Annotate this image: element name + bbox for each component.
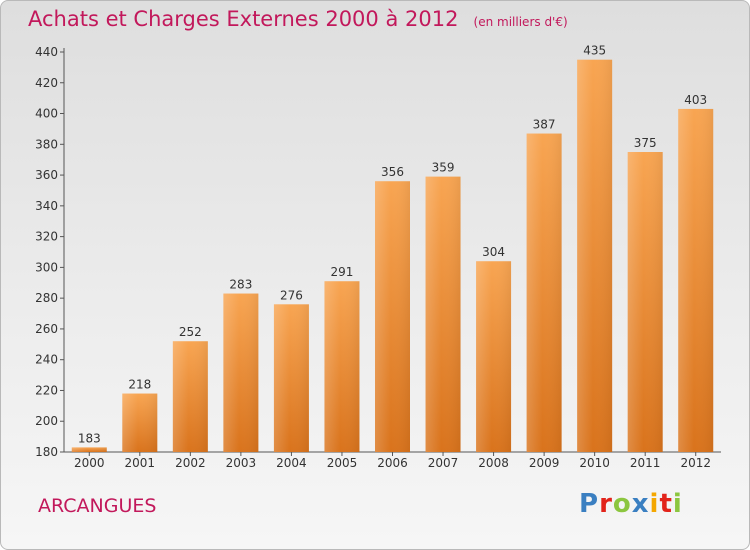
logo-letter: i xyxy=(649,489,660,519)
chart-title-unit: (en milliers d'€) xyxy=(473,15,568,29)
y-tick-label: 420 xyxy=(35,76,58,90)
y-tick-label: 280 xyxy=(35,291,58,305)
x-tick-label: 2000 xyxy=(74,456,105,470)
bar-shine xyxy=(324,281,360,452)
x-tick-label: 2009 xyxy=(529,456,560,470)
logo-letter: P xyxy=(579,489,600,519)
bar-shine xyxy=(425,176,461,452)
y-tick-label: 400 xyxy=(35,107,58,121)
value-label: 359 xyxy=(432,161,455,175)
y-tick-label: 180 xyxy=(35,445,58,459)
x-tick-label: 2001 xyxy=(125,456,156,470)
y-tick-label: 340 xyxy=(35,199,58,213)
bar-shine xyxy=(627,152,663,452)
x-tick-label: 2007 xyxy=(428,456,459,470)
y-tick-label: 200 xyxy=(35,414,58,428)
x-tick-label: 2005 xyxy=(327,456,358,470)
logo-letter: t xyxy=(659,489,673,519)
bar-shine xyxy=(375,181,410,452)
bar-shine xyxy=(678,108,714,452)
bar-shine xyxy=(122,393,158,452)
x-tick-label: 2010 xyxy=(579,456,610,470)
value-label: 218 xyxy=(128,378,151,392)
bar-shine xyxy=(577,59,613,452)
logo-letter: o xyxy=(612,489,632,519)
value-label: 304 xyxy=(482,245,505,259)
y-tick-label: 240 xyxy=(35,353,58,367)
bar-shine xyxy=(172,341,208,452)
value-label: 375 xyxy=(634,136,657,150)
value-label: 387 xyxy=(533,118,556,132)
chart-title: Achats et Charges Externes 2000 à 2012 (… xyxy=(28,7,568,31)
value-label: 291 xyxy=(331,265,354,279)
value-label: 183 xyxy=(78,431,101,445)
value-label: 435 xyxy=(583,44,606,58)
bar-shine xyxy=(223,293,259,452)
logo-letter: i xyxy=(672,489,683,519)
bar-shine xyxy=(476,261,512,452)
bars xyxy=(71,59,714,453)
bar-shine xyxy=(526,133,562,453)
logo-letter: r xyxy=(599,489,613,519)
proxiti-logo: Proxiti xyxy=(579,489,683,519)
x-tick-label: 2012 xyxy=(680,456,711,470)
bar-shine xyxy=(71,447,107,452)
x-tick-label: 2003 xyxy=(226,456,257,470)
place-name: ARCANGUES xyxy=(38,495,157,517)
chart-title-main: Achats et Charges Externes 2000 à 2012 xyxy=(28,7,459,31)
value-label: 283 xyxy=(229,278,252,292)
value-label: 252 xyxy=(179,325,202,339)
value-label: 403 xyxy=(684,93,707,107)
x-tick-label: 2004 xyxy=(276,456,307,470)
y-tick-label: 320 xyxy=(35,230,58,244)
y-tick-label: 380 xyxy=(35,137,58,151)
x-tick-label: 2006 xyxy=(377,456,408,470)
y-tick-label: 300 xyxy=(35,260,58,274)
value-label: 276 xyxy=(280,288,303,302)
bar-shine xyxy=(273,304,309,452)
axes: 180 200 220 240 260 280 300 320 340 360 380 400 420 4… xyxy=(35,45,721,470)
y-tick-label: 440 xyxy=(35,45,58,59)
y-tick-label: 220 xyxy=(35,383,58,397)
y-tick-label: 260 xyxy=(35,322,58,336)
x-tick-label: 2011 xyxy=(630,456,661,470)
value-labels: 183 218 252 283 276 291 356 359 304 387 435 375 403 xyxy=(78,44,707,446)
value-label: 356 xyxy=(381,165,404,179)
logo-letter: x xyxy=(631,489,650,519)
x-tick-label: 2002 xyxy=(175,456,206,470)
y-tick-label: 360 xyxy=(35,168,58,182)
x-tick-label: 2008 xyxy=(478,456,509,470)
